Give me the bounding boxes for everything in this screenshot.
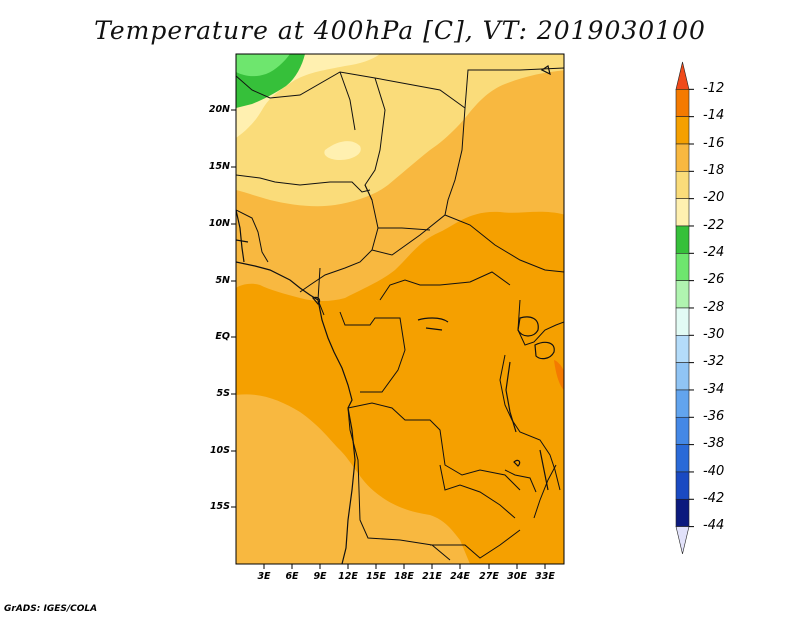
colorbar-cap-top [675,61,690,90]
x-tick-label-27e: 27E [479,571,499,582]
colorbar-swatch [675,416,690,445]
colorbar-swatch [675,471,690,500]
colorbar-swatch [675,171,690,199]
colorbar-swatch [675,198,690,227]
field-region-20-pocket [324,141,361,160]
colorbar-swatch [675,280,690,309]
lakes [312,65,555,491]
country-borders [236,67,564,561]
map-plot [236,54,564,564]
colorbar-label: -18 [703,163,725,178]
y-tick-label-15n: 15N [208,161,230,172]
colorbar-swatch [675,389,690,418]
x-tick-label-6e: 6E [285,571,299,582]
colorbar-label: -24 [703,245,725,260]
colorbar-swatch [675,498,690,527]
y-tick-label-5s: 5S [216,388,230,399]
colorbar-label: -42 [703,491,725,506]
x-axis-ticks [263,564,546,569]
x-tick-label-9e: 9E [313,571,327,582]
colorbar-swatch [675,307,690,336]
colorbar-label: -30 [703,327,725,342]
colorbar-label: -38 [703,436,725,451]
colorbar-label: -22 [703,218,725,233]
grads-credit: GrADS: IGES/COLA [4,604,98,614]
colorbar-label: -16 [703,136,725,151]
x-tick-label-30e: 30E [507,571,527,582]
x-tick-label-12e: 12E [338,571,358,582]
colorbar-cap-bottom [675,526,690,555]
map-frame [235,53,565,565]
x-tick-label-33e: 33E [535,571,555,582]
y-tick-label-10n: 10N [208,218,230,229]
colorbar-label: -12 [703,81,725,96]
colorbar-label: -44 [703,518,725,533]
y-tick-label-5n: 5N [215,275,230,286]
y-tick-label-15s: 15S [209,501,230,512]
colorbar [675,61,694,555]
x-tick-label-15e: 15E [366,571,386,582]
colorbar-label: -26 [703,272,725,287]
colorbar-swatch [675,362,690,391]
colorbar-swatch [675,89,690,117]
colorbar-swatch [675,225,690,254]
field-region-24 [236,54,290,77]
x-tick-label-3e: 3E [257,571,271,582]
x-tick-label-21e: 21E [422,571,442,582]
colorbar-label: -40 [703,464,725,479]
colorbar-label: -36 [703,409,725,424]
y-tick-label-20n: 20N [208,104,230,115]
coastline [236,209,356,564]
colorbar-label: -20 [703,190,725,205]
colorbar-swatch [675,334,690,363]
x-tick-label-18e: 18E [394,571,414,582]
colorbar-swatch [675,444,690,473]
field-region-12 [554,360,564,391]
colorbar-swatch [675,143,690,172]
colorbar-swatch [675,116,690,145]
y-tick-label-eq: EQ [215,331,230,342]
colorbar-label: -28 [703,300,725,315]
map-title: Temperature at 400hPa [C], VT: 201903010… [94,16,706,45]
colorbar-label: -34 [703,382,725,397]
y-tick-label-10s: 10S [209,445,230,456]
colorbar-swatch [675,253,690,281]
field-region-18 [236,54,564,207]
x-tick-label-24e: 24E [450,571,470,582]
colorbar-label: -32 [703,354,725,369]
colorbar-label: -14 [703,108,725,123]
y-axis-ticks [231,109,236,508]
